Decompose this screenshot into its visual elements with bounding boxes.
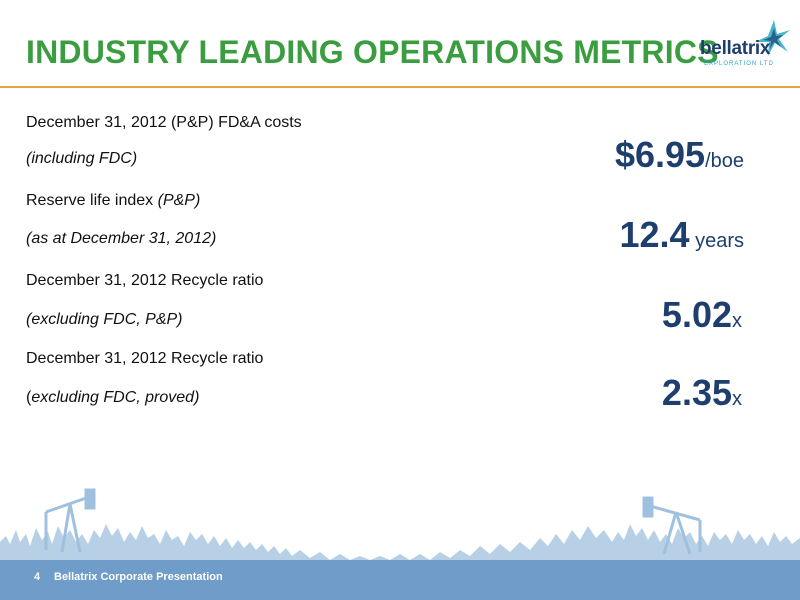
treeline-decoration <box>0 488 800 560</box>
page-number: 4 <box>34 571 41 583</box>
page-title: INDUSTRY LEADING OPERATIONS METRICS <box>26 34 719 70</box>
metric-4-qualifier: excluding FDC, proved) <box>31 389 200 406</box>
logo-wordmark: bellatrix <box>700 38 771 59</box>
metric-4-paren: ( <box>26 389 32 406</box>
metric-4-number: 2.35 <box>661 372 732 413</box>
metric-2-value: 12.4 years <box>619 214 744 256</box>
metric-3-label-line2: (excluding FDC, P&P) <box>26 311 183 329</box>
metric-3-unit: x <box>732 310 742 332</box>
metric-3-value: 5.02x <box>662 294 742 336</box>
metric-4-label-line2: (excluding FDC, proved) <box>26 389 199 407</box>
logo-subtitle: EXPLORATION LTD <box>704 61 774 67</box>
metric-3-label-line1: December 31, 2012 Recycle ratio <box>26 272 264 289</box>
metric-2-label-line2: (as at December 31, 2012) <box>26 230 216 248</box>
metric-1-label-line1: December 31, 2012 (P&P) FD&A costs <box>26 114 302 131</box>
metric-2-label-line1: Reserve life index (P&P) <box>26 192 200 210</box>
company-logo: bellatrix EXPLORATION LTD <box>694 18 794 74</box>
metric-2-number: 12.4 <box>619 214 690 255</box>
metric-4-label-line1: December 31, 2012 Recycle ratio <box>26 350 264 367</box>
metric-1-number: $6.95 <box>614 134 706 175</box>
footer-bar <box>0 560 800 600</box>
metric-1-qualifier: (including FDC) <box>26 150 138 167</box>
metric-3-number: 5.02 <box>661 294 732 335</box>
metric-2-label-plain: Reserve life index <box>26 192 158 209</box>
title-divider <box>0 86 800 88</box>
metric-1-unit: /boe <box>705 150 744 172</box>
metric-4-unit: x <box>732 388 742 410</box>
metric-2-qualifier: (as at December 31, 2012) <box>26 230 217 247</box>
metric-2-unit: years <box>689 230 744 252</box>
metric-3-qualifier: (excluding FDC, P&P) <box>26 311 183 328</box>
pumpjack-icon <box>642 496 702 555</box>
metric-2-label-italic: (P&P) <box>157 192 201 209</box>
metric-4-value: 2.35x <box>662 372 742 414</box>
metric-1-label-line2: (including FDC) <box>26 150 137 168</box>
metric-1-value: $6.95/boe <box>615 134 744 176</box>
star-logo-icon <box>755 20 790 56</box>
footer-title: Bellatrix Corporate Presentation <box>54 571 223 583</box>
pumpjack-icon <box>44 488 96 553</box>
